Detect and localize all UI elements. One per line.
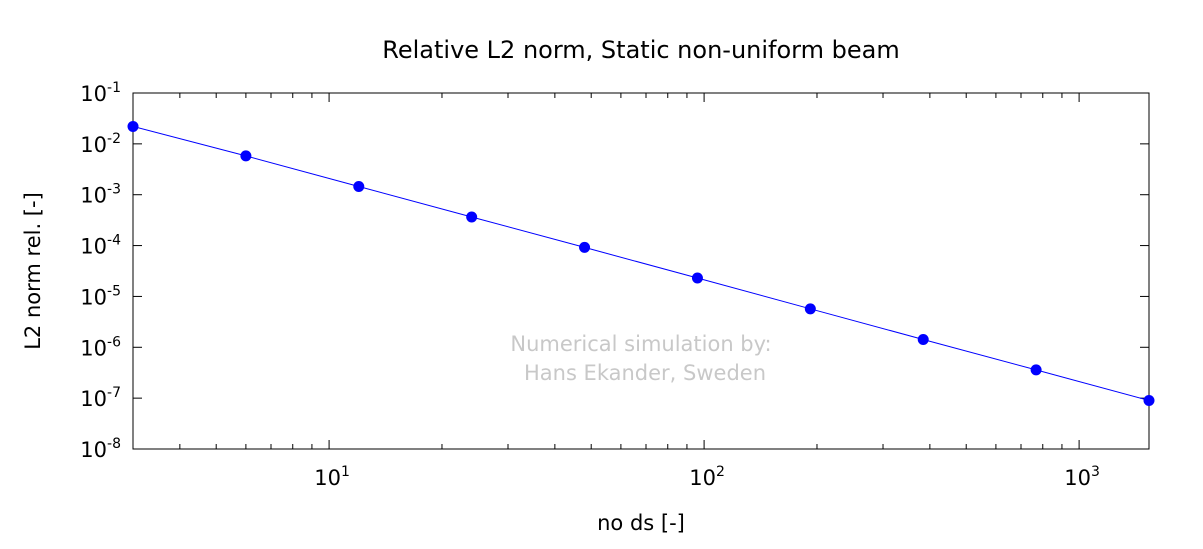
y-tick-label: 10-6 <box>80 334 121 360</box>
plot-area <box>132 92 1150 450</box>
data-point <box>1030 364 1042 376</box>
y-axis-label: L2 norm rel. [-] <box>21 192 45 350</box>
y-tick-label: 10-5 <box>80 283 121 309</box>
x-tick-label: 101 <box>314 464 350 490</box>
y-tick-label: 10-1 <box>80 80 121 106</box>
y-tick-labels: 10-1 10-2 10-3 10-4 10-5 10-6 10-7 10-8 <box>80 80 121 462</box>
x-tick-label: 102 <box>689 464 725 490</box>
y-tick-label: 10-8 <box>80 436 121 462</box>
watermark-line-2: Hans Ekander, Sweden <box>524 361 766 385</box>
y-tick-label: 10-4 <box>80 233 121 259</box>
x-axis-label: no ds [-] <box>597 511 685 535</box>
data-point <box>127 120 139 132</box>
data-point <box>691 272 703 284</box>
series-group <box>127 120 1155 406</box>
series-line <box>132 125 1150 401</box>
data-point <box>353 181 365 193</box>
data-point <box>1143 394 1155 406</box>
data-point <box>804 303 816 315</box>
y-tick-label: 10-2 <box>80 131 121 157</box>
axis-ticks <box>132 92 1149 450</box>
watermark-line-1: Numerical simulation by: <box>510 332 771 356</box>
data-point <box>917 334 929 346</box>
data-point <box>240 150 252 162</box>
x-tick-label: 103 <box>1064 464 1100 490</box>
x-tick-labels: 101 102 103 <box>314 464 1100 490</box>
data-point <box>466 211 478 223</box>
chart-title: Relative L2 norm, Static non-uniform bea… <box>382 36 899 64</box>
data-point <box>579 241 591 253</box>
y-tick-label: 10-3 <box>80 182 121 208</box>
y-tick-label: 10-7 <box>80 385 121 411</box>
